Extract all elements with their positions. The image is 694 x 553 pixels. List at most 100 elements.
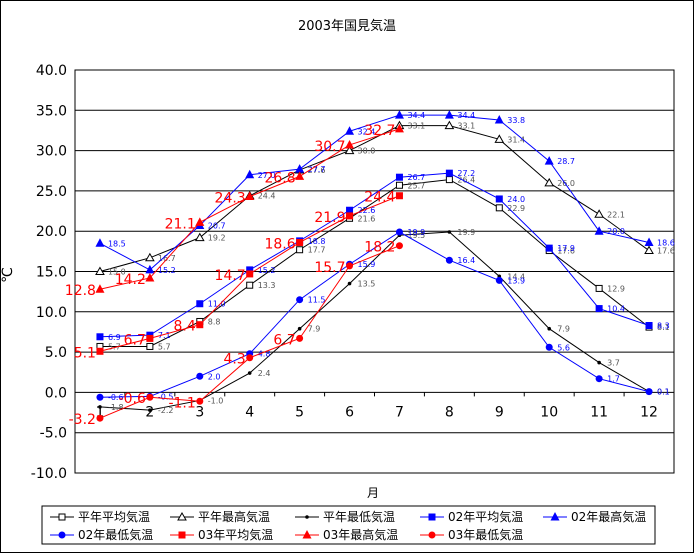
data-point: [447, 230, 452, 234]
data-label: -0.6: [119, 391, 146, 407]
series-line: [99, 179, 650, 347]
data-label: 18.6: [657, 238, 675, 247]
data-label: 15.9: [358, 260, 376, 269]
data-label: 3.7: [607, 359, 620, 368]
data-label: 21.9: [314, 210, 345, 226]
series-8: 12.8 14.2 21.1 24.3 26.8 30.7 32.7: [65, 123, 404, 299]
series-7: 5.1 6.7 8.4 14.7 18.6 21.9 24.4: [74, 190, 403, 361]
x-tick-label: 9: [495, 404, 504, 420]
data-point: [145, 264, 155, 274]
data-label: 24.4: [258, 192, 276, 201]
data-point: [98, 405, 102, 409]
data-label: 19.5: [407, 231, 425, 240]
legend-label: 平年平均気温: [78, 509, 150, 524]
data-point: [148, 408, 152, 412]
data-point: [445, 256, 453, 264]
data-point: [196, 321, 204, 329]
data-label: 27.6: [308, 166, 326, 175]
x-tick-label: 7: [395, 404, 404, 420]
data-label: 18.6: [264, 236, 295, 252]
y-tick-label: 25.0: [36, 184, 67, 200]
data-point: [597, 360, 601, 365]
data-point: [595, 375, 603, 383]
data-point: [196, 397, 204, 405]
y-axis-label: ℃: [0, 267, 16, 283]
data-label: 5.7: [108, 342, 121, 351]
data-point: [145, 272, 155, 282]
data-label: 8.1: [657, 323, 670, 332]
data-point: [394, 110, 404, 119]
data-label: -0.6: [108, 393, 124, 402]
data-point: [196, 300, 204, 308]
data-point: [394, 123, 404, 133]
data-point: [544, 156, 554, 165]
data-label: 15.7: [314, 260, 345, 276]
legend-marker: [302, 530, 312, 539]
data-point: [95, 284, 105, 293]
data-point: [246, 266, 254, 274]
data-label: 6.7: [124, 332, 146, 348]
data-point: [345, 126, 355, 135]
data-point: [444, 110, 454, 119]
data-label: 5.6: [557, 343, 570, 352]
data-label: 31.4: [507, 135, 525, 144]
x-tick-label: 8: [445, 404, 454, 420]
data-label: 17.7: [308, 246, 326, 255]
data-label: 21.6: [358, 214, 376, 223]
data-point: [495, 204, 503, 212]
data-label: 27.7: [308, 165, 326, 174]
x-tick-label: 1: [95, 404, 104, 420]
data-point: [95, 238, 105, 247]
data-label: 26.8: [264, 170, 295, 186]
legend-label: 02年平均気温: [448, 509, 523, 524]
data-label: 8.4: [174, 319, 196, 335]
data-point: [395, 242, 403, 250]
data-point: [346, 212, 354, 220]
data-label: 6.9: [108, 333, 121, 342]
legend-marker: [58, 531, 66, 539]
y-tick-label: 0.0: [45, 385, 67, 401]
data-label: 0.1: [657, 388, 670, 397]
data-label: 24.4: [364, 190, 395, 206]
data-label: 17.6: [557, 247, 575, 256]
data-label: 22.1: [607, 210, 625, 219]
data-label: -2.2: [158, 406, 174, 415]
plot-border: [74, 69, 675, 474]
legend: 平年平均気温 平年最高気温 平年最低気温 02年平均気温 02年最高気温 02年最低気温 0…: [41, 505, 656, 545]
data-point: [494, 114, 504, 124]
series-line: [99, 172, 650, 338]
series-9: -3.2-0.6 -1.14.36.715.718.2: [69, 240, 403, 428]
x-tick-label: 6: [345, 404, 354, 420]
data-point: [145, 252, 155, 262]
data-label: 4.3: [223, 352, 245, 368]
x-tick-label: 10: [540, 404, 558, 420]
legend-item: 03年最高気温: [295, 527, 398, 542]
data-point: [444, 120, 455, 130]
data-label: 15.2: [258, 266, 276, 275]
data-point: [395, 228, 403, 236]
data-label: 11.5: [308, 296, 326, 305]
data-label: 7.9: [557, 325, 570, 334]
data-point: [245, 169, 255, 179]
data-label: 17.9: [557, 244, 575, 253]
y-tick-label: 35.0: [36, 103, 67, 119]
data-label: 34.4: [407, 111, 425, 120]
data-point: [346, 262, 354, 270]
data-label: 27.2: [457, 169, 475, 178]
legend-label: 02年最高気温: [571, 509, 646, 524]
data-point: [245, 191, 255, 201]
data-label: 33.1: [407, 122, 425, 131]
data-point: [146, 342, 154, 350]
legend-marker: [428, 531, 436, 539]
data-label: 13.3: [258, 281, 276, 290]
data-point: [247, 371, 252, 375]
data-point: [395, 192, 403, 200]
data-point: [644, 237, 654, 246]
data-label: -1.1: [168, 395, 195, 411]
data-point: [595, 305, 603, 313]
y-tick-label: 10.0: [36, 305, 67, 321]
data-point: [96, 414, 104, 422]
data-label: 28.7: [557, 157, 575, 166]
data-label: 12.9: [607, 284, 625, 293]
